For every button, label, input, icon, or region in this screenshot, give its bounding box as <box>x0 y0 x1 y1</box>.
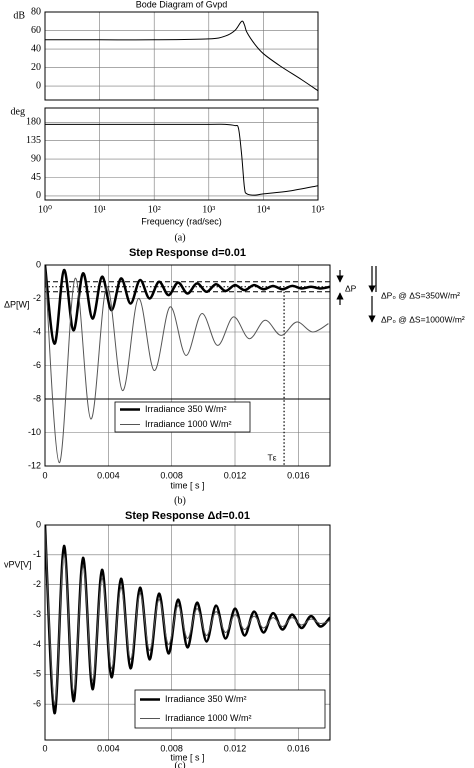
y-tick-label: 20 <box>31 62 41 73</box>
y-tick-label: 40 <box>31 43 41 54</box>
y-tick-label: 45 <box>31 172 41 183</box>
legend-box <box>114 401 251 433</box>
series-line <box>45 265 329 464</box>
y-tick-label: -4 <box>33 326 41 336</box>
legend-label: Irradiance 350 W/m² <box>165 694 247 704</box>
plot-area <box>45 108 318 200</box>
legend-box <box>134 689 326 729</box>
legend-label: Irradiance 1000 W/m² <box>165 713 252 723</box>
y-tick-label: -5 <box>33 669 41 679</box>
x-tick-label: 0.008 <box>160 470 183 480</box>
annotation: ΔP₀ @ ΔS=1000W/m² <box>381 314 465 324</box>
legend-label: Irradiance 350 W/m² <box>145 404 227 414</box>
y-tick-label: -3 <box>33 609 41 619</box>
y-tick-label: 0 <box>36 80 41 91</box>
chart-title: Bode Diagram of Gvpd <box>136 0 228 9</box>
x-tick-label: 10² <box>148 204 161 215</box>
x-tick-label: 10⁰ <box>38 204 52 215</box>
x-tick-label: 0.008 <box>160 743 183 753</box>
y-tick-label: 180 <box>26 117 41 128</box>
y-tick-label: 90 <box>31 153 41 164</box>
annotation-arrows <box>336 266 377 323</box>
x-tick-label: 0 <box>42 470 47 480</box>
x-axis-label: time [ s ] <box>170 752 204 762</box>
y-tick-label: 0 <box>36 259 41 269</box>
x-tick-label: 0.016 <box>287 470 310 480</box>
x-tick-label: 0.016 <box>287 743 310 753</box>
y-tick-label: -8 <box>33 393 41 403</box>
legend-label: Irradiance 1000 W/m² <box>145 419 232 429</box>
y-tick-label: -2 <box>33 293 41 303</box>
series-line <box>45 265 330 345</box>
y-tick-label: 0 <box>36 519 41 529</box>
chart-title: Step Response Δd=0.01 <box>125 510 250 522</box>
x-tick-label: 0.004 <box>97 743 120 753</box>
y-tick-label: 60 <box>31 25 41 36</box>
y-tick-label: 135 <box>26 135 41 146</box>
annotation: Tε <box>268 452 277 462</box>
annotation: ΔP <box>345 283 357 293</box>
x-tick-label: 0.012 <box>224 743 247 753</box>
y-tick-label: -6 <box>33 360 41 370</box>
chart-title: Step Response d=0.01 <box>129 247 246 259</box>
x-tick-label: 0.012 <box>224 470 247 480</box>
x-tick-label: 0 <box>42 743 47 753</box>
y-axis-label: dB <box>13 10 25 21</box>
plot-frame <box>44 524 331 741</box>
plot-frame <box>44 107 319 201</box>
y-tick-label: -2 <box>33 579 41 589</box>
y-axis-label: ΔP[W] <box>4 299 30 309</box>
series-line <box>45 123 318 196</box>
caption: (b) <box>174 495 186 506</box>
x-tick-label: 10¹ <box>93 204 106 215</box>
x-axis-label: time [ s ] <box>170 480 204 490</box>
x-tick-label: 0.004 <box>97 470 120 480</box>
plot-frame <box>44 11 319 101</box>
y-tick-label: 0 <box>36 190 41 201</box>
series-line <box>45 525 330 705</box>
series-line <box>45 20 318 92</box>
y-tick-label: -1 <box>33 549 41 559</box>
annotation: ΔP₀ @ ΔS=350W/m² <box>381 290 460 300</box>
caption: (c) <box>174 760 185 768</box>
y-tick-label: -10 <box>28 427 41 437</box>
plot-frame <box>44 264 331 467</box>
y-axis-label: vPV[V] <box>4 559 32 569</box>
x-tick-label: 10³ <box>202 204 215 215</box>
caption: (a) <box>174 232 185 243</box>
y-tick-label: -12 <box>28 460 41 470</box>
x-tick-label: 10⁵ <box>311 204 325 215</box>
y-axis-label: deg <box>11 106 25 117</box>
y-tick-label: 80 <box>31 6 41 17</box>
y-tick-label: -6 <box>33 699 41 709</box>
y-tick-label: -4 <box>33 639 41 649</box>
x-axis-label: Frequency (rad/sec) <box>141 216 222 226</box>
plot-area <box>45 12 318 100</box>
x-tick-label: 10⁴ <box>257 204 271 215</box>
